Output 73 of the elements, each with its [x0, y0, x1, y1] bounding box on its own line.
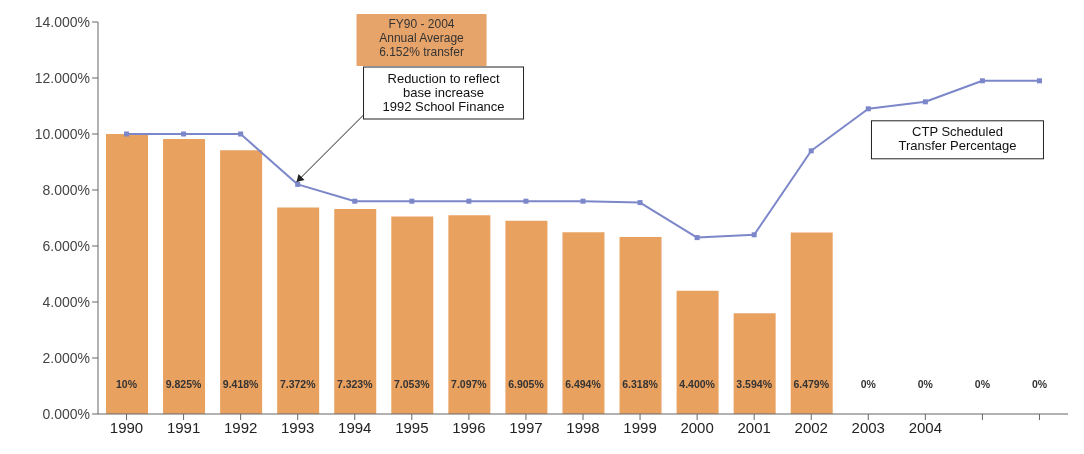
point	[181, 131, 187, 137]
annotation: Reduction to reflect base increase 1992 School Finance	[382, 71, 505, 114]
x-tick-label: 1991	[166, 418, 201, 436]
data-label: 7.323%	[336, 378, 374, 390]
bar	[106, 134, 148, 414]
point	[466, 198, 472, 204]
x-tick-label: 1994	[338, 418, 372, 436]
x-tick-label: 1990	[109, 418, 144, 436]
point	[238, 131, 244, 137]
bar	[676, 290, 719, 414]
x-tick-label: 1997	[509, 418, 543, 436]
data-label: 6.494%	[565, 378, 602, 390]
y-tick-label: 10.000%	[34, 125, 90, 142]
y-tick-label: 0.000%	[42, 405, 90, 422]
point	[637, 200, 643, 206]
data-label: 0%	[860, 378, 877, 390]
y-tick-label: 2.000%	[42, 349, 90, 366]
data-label: 6.318%	[622, 378, 659, 390]
point	[751, 232, 757, 238]
point	[922, 99, 928, 105]
data-label: 7.097%	[451, 378, 488, 390]
bar	[391, 216, 434, 414]
x-tick-label: 1998	[566, 418, 600, 436]
x-tick-label: 1992	[223, 418, 258, 436]
bar	[790, 232, 833, 414]
x-tick-label: 1999	[623, 418, 657, 436]
y-tick-label: 14.000%	[34, 13, 90, 30]
point	[580, 198, 586, 204]
bar	[448, 215, 491, 414]
point	[1036, 78, 1042, 84]
x-tick-label: 2004	[908, 418, 943, 436]
point	[295, 181, 301, 187]
x-tick-label: 2003	[851, 418, 885, 436]
x-tick-label: 1996	[452, 418, 486, 436]
data-label: 9.825%	[165, 378, 203, 390]
y-tick-label: 6.000%	[42, 237, 90, 254]
bar	[220, 150, 263, 414]
x-tick-label: 1995	[395, 418, 429, 436]
data-label: 0%	[974, 378, 991, 390]
data-label: 4.400%	[679, 378, 716, 390]
data-label: 7.372%	[279, 378, 317, 390]
x-tick-label: 2000	[680, 418, 714, 436]
series-label: CTP Scheduled Transfer Percentage	[898, 123, 1017, 153]
annotation: FY90 - 2004 Annual Average 6.152% transfer	[379, 17, 465, 59]
point	[694, 235, 700, 241]
x-tick-label: 2002	[794, 418, 828, 436]
data-label: 0%	[917, 378, 934, 390]
data-label: 0%	[1031, 378, 1048, 390]
bar	[619, 237, 662, 414]
point	[124, 131, 130, 137]
x-tick-label: 2001	[737, 418, 771, 436]
y-tick-label: 8.000%	[42, 181, 90, 198]
y-tick-label: 4.000%	[42, 293, 90, 310]
data-label: 3.594%	[736, 378, 773, 390]
bar	[562, 232, 605, 414]
bar	[334, 208, 377, 414]
x-tick-label: 1993	[281, 418, 315, 436]
y-tick-label: 12.000%	[34, 69, 90, 86]
data-label: 9.418%	[222, 378, 260, 390]
bar	[505, 220, 548, 414]
point	[979, 78, 985, 84]
point	[409, 198, 415, 204]
point	[808, 148, 814, 154]
point	[523, 198, 529, 204]
bar	[277, 207, 320, 414]
bar	[733, 313, 776, 414]
data-label: 6.479%	[793, 378, 830, 390]
data-label: 7.053%	[394, 378, 431, 390]
point	[865, 106, 871, 112]
bar	[163, 138, 206, 414]
data-label: 6.905%	[508, 378, 545, 390]
point	[352, 198, 358, 204]
data-label: 10%	[116, 378, 138, 390]
